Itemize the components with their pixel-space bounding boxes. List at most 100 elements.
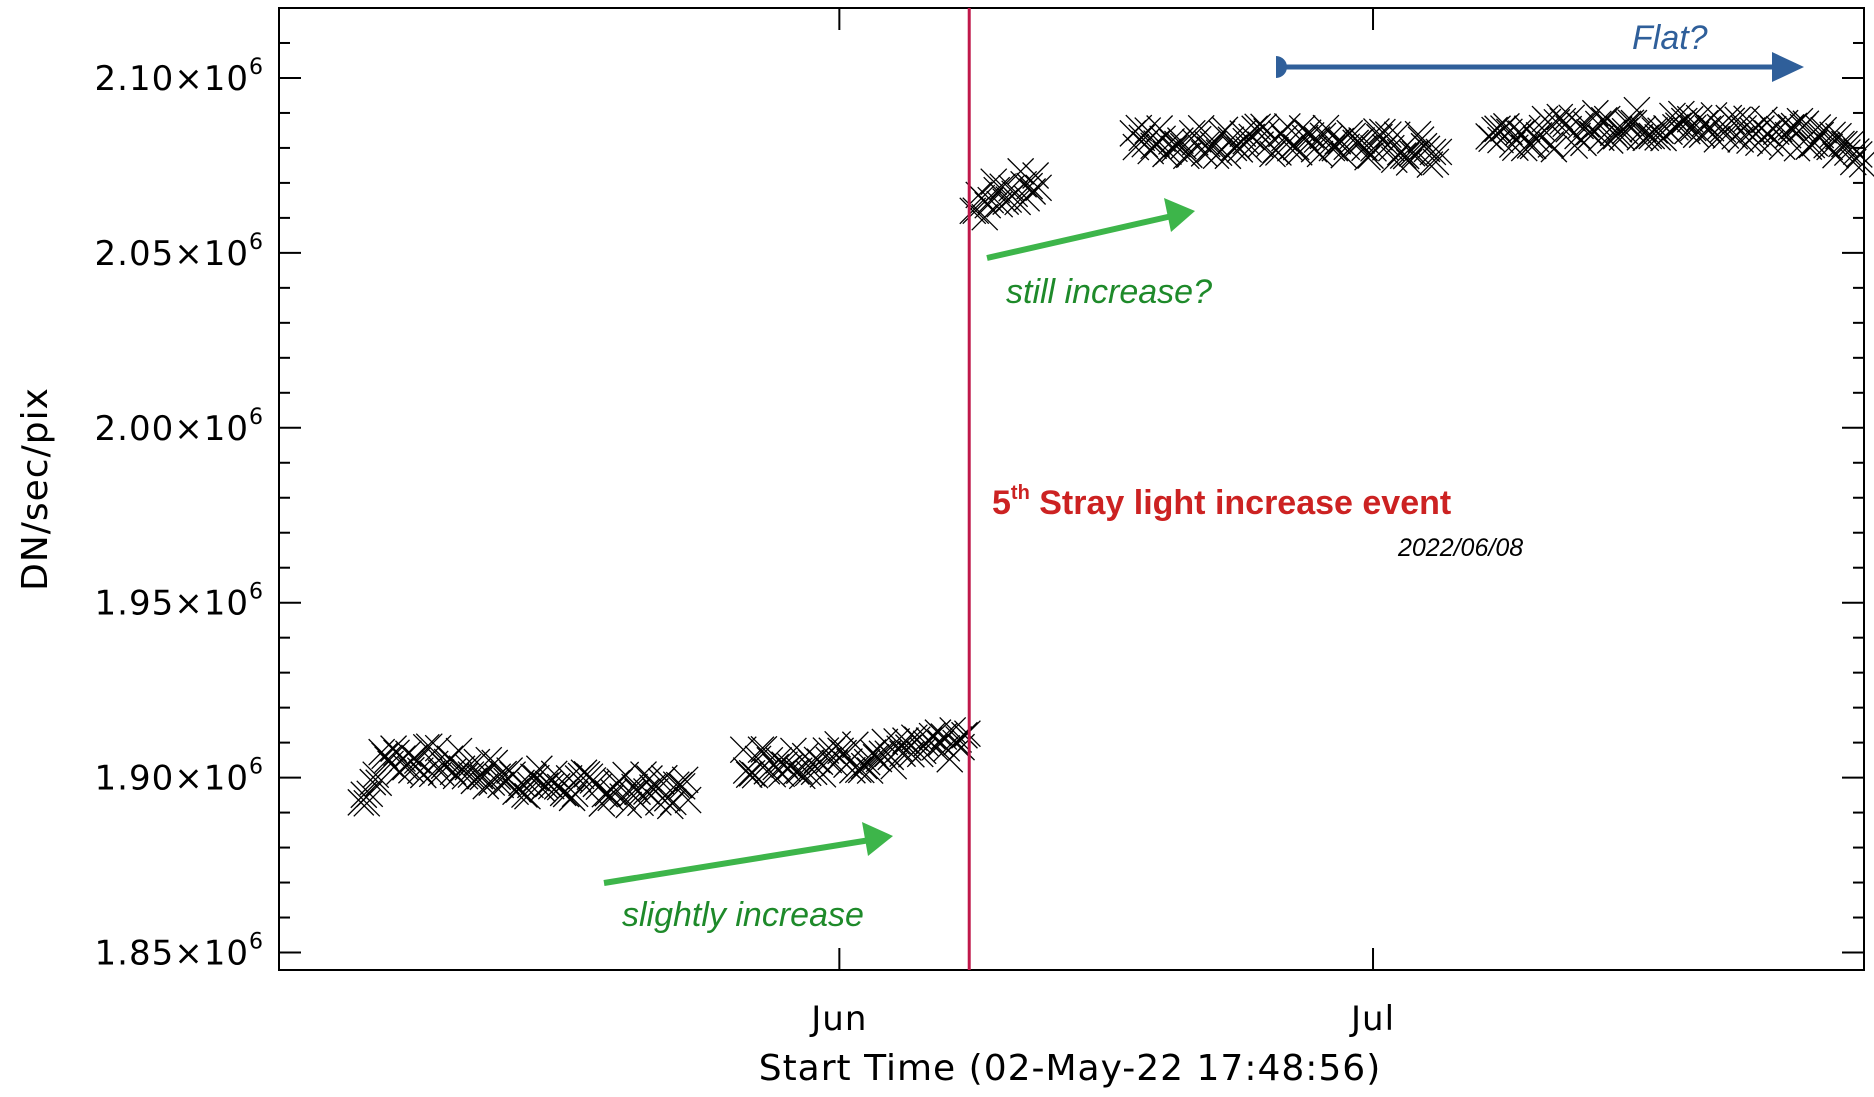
event-ordinal-suffix: th bbox=[1011, 482, 1030, 504]
data-point bbox=[1561, 132, 1589, 160]
data-point bbox=[1264, 138, 1292, 166]
data-point bbox=[406, 757, 434, 785]
data-point bbox=[403, 747, 431, 775]
data-point bbox=[951, 721, 978, 749]
axis-ticks bbox=[279, 7, 1864, 970]
data-point bbox=[759, 760, 787, 788]
data-point bbox=[350, 781, 378, 809]
data-point bbox=[897, 740, 925, 768]
data-point bbox=[1567, 112, 1595, 140]
data-point bbox=[785, 757, 813, 785]
y-tick-label: 1.85×106 bbox=[95, 930, 264, 974]
data-point bbox=[591, 780, 619, 808]
data-point bbox=[980, 168, 1008, 196]
data-point bbox=[615, 791, 643, 819]
slightly-increase-arrow bbox=[603, 837, 871, 886]
data-point bbox=[662, 771, 690, 799]
x-tick-label: Jul bbox=[1349, 999, 1395, 1039]
data-point bbox=[1161, 135, 1188, 163]
data-point bbox=[1193, 130, 1221, 158]
data-point bbox=[1125, 114, 1153, 142]
data-point bbox=[1175, 141, 1203, 169]
slightly-increase-annotation: slightly increase bbox=[603, 822, 893, 934]
data-point bbox=[1022, 162, 1050, 189]
data-point bbox=[514, 782, 541, 810]
event-text: Stray light increase event bbox=[1030, 484, 1451, 522]
data-point bbox=[1025, 174, 1053, 202]
data-point bbox=[1804, 114, 1832, 141]
data-point bbox=[1673, 117, 1701, 145]
data-point bbox=[1839, 148, 1867, 176]
data-point bbox=[933, 734, 961, 762]
data-point bbox=[953, 720, 981, 748]
plot-frame bbox=[278, 7, 1865, 971]
data-point bbox=[1786, 107, 1814, 135]
data-point bbox=[1605, 115, 1633, 143]
data-point bbox=[1525, 121, 1553, 149]
data-point bbox=[1593, 105, 1621, 133]
data-point bbox=[945, 725, 973, 753]
x-axis-title: Start Time (02-May-22 17:48:56) bbox=[759, 1048, 1382, 1089]
data-point bbox=[1383, 121, 1411, 149]
data-point bbox=[472, 772, 500, 800]
data-point bbox=[1250, 113, 1278, 141]
flat-arrow-tail bbox=[1276, 56, 1287, 78]
y-tick-label: 2.10×106 bbox=[95, 55, 264, 99]
data-point bbox=[454, 753, 482, 781]
flat-label: Flat? bbox=[1632, 19, 1708, 57]
data-point bbox=[1354, 143, 1382, 171]
data-point bbox=[1753, 119, 1781, 147]
data-point bbox=[1172, 142, 1200, 170]
data-point bbox=[971, 203, 999, 231]
flat-annotation: Flat? bbox=[1276, 19, 1804, 82]
data-point bbox=[1614, 110, 1642, 138]
data-point bbox=[457, 761, 485, 789]
data-point bbox=[735, 761, 763, 789]
data-point bbox=[531, 772, 559, 800]
data-point bbox=[1848, 150, 1874, 178]
data-point bbox=[1413, 135, 1441, 163]
x-tick-labels: Jun Jul bbox=[809, 999, 1395, 1039]
data-point bbox=[871, 728, 899, 756]
data-point bbox=[1825, 122, 1852, 150]
data-point bbox=[1315, 125, 1343, 153]
event-annotation: 5th Stray light increase event 2022/06/0… bbox=[992, 482, 1523, 562]
data-point bbox=[421, 750, 449, 778]
data-point bbox=[1211, 116, 1239, 144]
data-point bbox=[1377, 134, 1405, 162]
data-point bbox=[844, 756, 872, 784]
y-tick-labels: 1.85×106 1.90×106 1.95×106 2.00×106 2.05×106… bbox=[95, 55, 264, 974]
data-point bbox=[380, 735, 408, 763]
data-point bbox=[1676, 105, 1704, 133]
data-point bbox=[609, 783, 637, 811]
still-increase-annotation: still increase? bbox=[986, 198, 1212, 311]
data-point bbox=[1481, 116, 1509, 144]
data-point bbox=[475, 746, 503, 774]
data-point bbox=[511, 781, 538, 808]
data-point bbox=[1510, 134, 1538, 162]
data-point bbox=[365, 769, 393, 797]
data-point bbox=[1398, 139, 1426, 167]
data-point bbox=[439, 758, 467, 786]
data-point bbox=[1348, 127, 1376, 154]
data-point bbox=[552, 780, 580, 808]
data-point bbox=[1777, 113, 1805, 141]
data-point bbox=[1312, 114, 1340, 142]
data-point bbox=[1845, 140, 1873, 168]
data-point bbox=[800, 758, 828, 786]
data-point bbox=[1019, 178, 1047, 205]
data-point bbox=[1395, 148, 1423, 176]
flat-arrowhead bbox=[1772, 52, 1804, 82]
data-point bbox=[386, 758, 413, 785]
data-point bbox=[986, 190, 1014, 218]
data-point bbox=[1291, 124, 1319, 152]
data-point bbox=[850, 752, 878, 780]
data-point bbox=[445, 737, 473, 765]
data-point bbox=[1392, 142, 1420, 170]
data-point bbox=[1357, 142, 1384, 170]
data-point bbox=[636, 765, 663, 792]
data-point bbox=[1416, 151, 1444, 179]
y-tick-label: 2.05×106 bbox=[95, 230, 264, 274]
data-point bbox=[1401, 140, 1429, 168]
data-point bbox=[1703, 125, 1731, 153]
